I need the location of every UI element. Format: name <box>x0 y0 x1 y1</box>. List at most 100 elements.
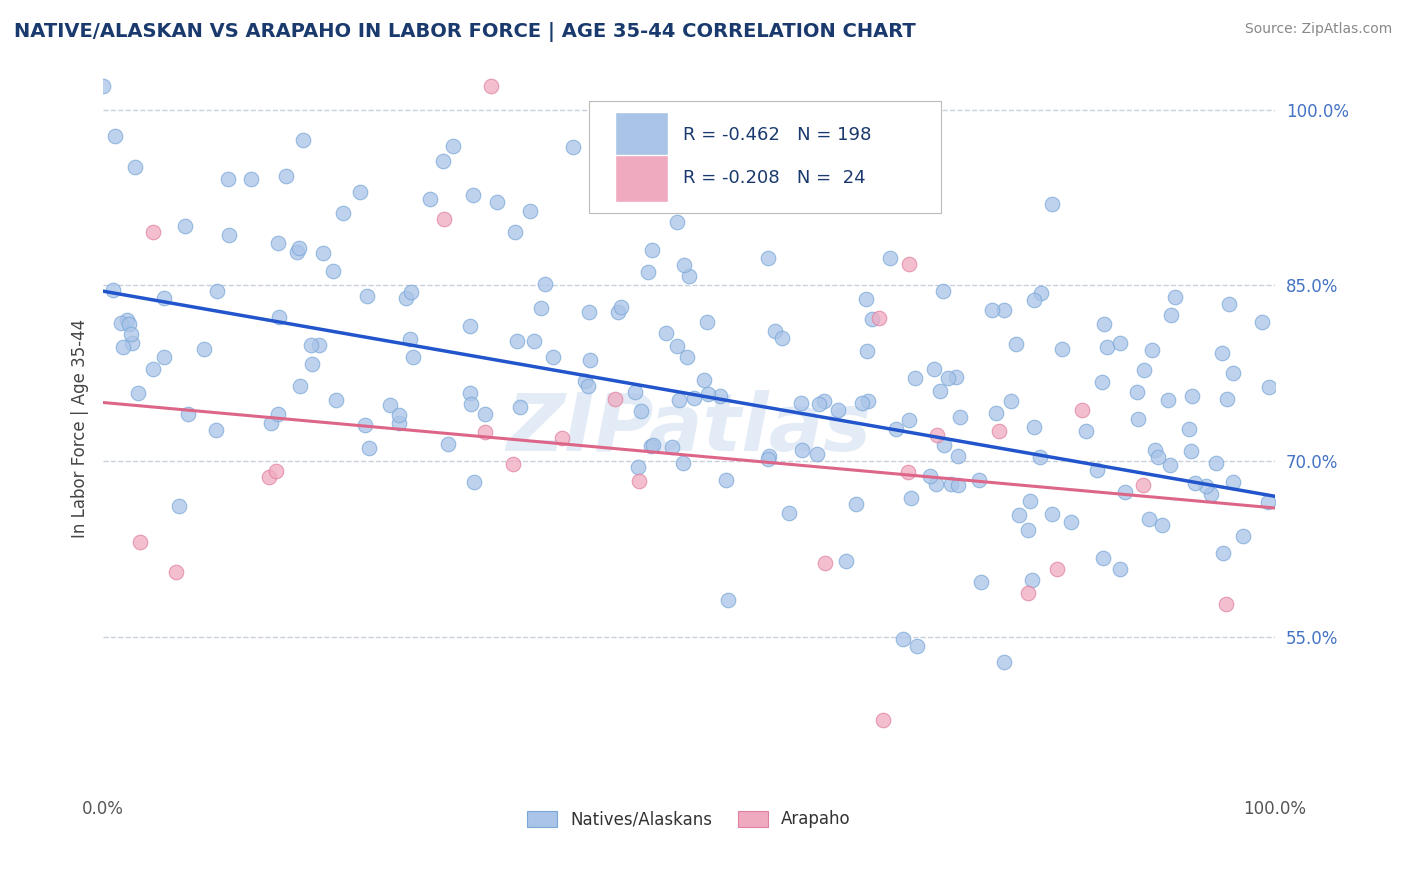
Legend: Natives/Alaskans, Arapaho: Natives/Alaskans, Arapaho <box>520 804 858 835</box>
Point <box>1157 392 1180 407</box>
Point <box>1017 523 1039 537</box>
Point <box>897 465 920 479</box>
Point <box>1005 337 1028 351</box>
Point <box>678 269 700 284</box>
Point <box>932 438 955 452</box>
Point <box>388 408 411 422</box>
Point <box>332 206 354 220</box>
Point <box>858 185 880 199</box>
Point <box>891 632 914 646</box>
Point <box>479 79 502 94</box>
Point <box>1139 512 1161 526</box>
Point <box>1109 562 1132 576</box>
Point <box>1258 380 1281 394</box>
Point <box>460 396 482 410</box>
Point <box>790 396 813 410</box>
Point <box>509 401 531 415</box>
Point <box>142 226 165 240</box>
Point <box>1029 450 1052 464</box>
Point <box>918 468 941 483</box>
Point <box>204 423 226 437</box>
Point <box>124 161 146 175</box>
Point <box>349 185 371 199</box>
Point <box>980 302 1002 317</box>
Point <box>153 350 176 364</box>
Point <box>110 316 132 330</box>
Point <box>419 193 441 207</box>
Point <box>321 264 343 278</box>
Point <box>858 393 880 408</box>
Point <box>682 391 704 405</box>
Point <box>709 388 731 402</box>
Point <box>399 332 422 346</box>
Point <box>1092 317 1115 331</box>
Point <box>1211 345 1233 359</box>
Point <box>578 353 600 368</box>
Point <box>458 385 481 400</box>
Point <box>173 219 195 234</box>
Point <box>925 428 948 442</box>
Point <box>111 340 134 354</box>
Point <box>696 315 718 329</box>
Point <box>325 392 347 407</box>
Point <box>267 235 290 250</box>
Point <box>655 326 678 340</box>
Point <box>1022 293 1045 308</box>
Point <box>946 478 969 492</box>
Point <box>1021 573 1043 587</box>
Point <box>561 139 583 153</box>
Point <box>534 277 557 292</box>
Point <box>676 350 699 364</box>
Text: ZIPatlas: ZIPatlas <box>506 390 872 468</box>
Point <box>551 432 574 446</box>
Point <box>1180 443 1202 458</box>
Point <box>402 350 425 364</box>
Point <box>790 442 813 457</box>
Point <box>441 138 464 153</box>
Point <box>1257 494 1279 508</box>
Point <box>266 407 288 421</box>
Point <box>714 474 737 488</box>
Point <box>868 311 890 326</box>
Point <box>1040 507 1063 521</box>
Point <box>603 392 626 406</box>
Point <box>1022 419 1045 434</box>
Point <box>354 417 377 432</box>
Point <box>945 369 967 384</box>
Point <box>640 439 662 453</box>
Point <box>1164 290 1187 304</box>
Point <box>285 244 308 259</box>
Point <box>1126 411 1149 425</box>
Bar <box>614 112 668 159</box>
Point <box>257 470 280 484</box>
Point <box>717 593 740 607</box>
Point <box>267 310 290 324</box>
Point <box>474 425 496 439</box>
Point <box>292 133 315 147</box>
Point <box>993 302 1015 317</box>
Point <box>884 422 907 436</box>
Point <box>461 188 484 202</box>
Point <box>693 373 716 387</box>
Point <box>1181 389 1204 403</box>
Point <box>1205 456 1227 470</box>
Point <box>1195 478 1218 492</box>
Point <box>142 361 165 376</box>
Point <box>1160 308 1182 322</box>
Point <box>806 447 828 461</box>
Point <box>939 477 962 491</box>
Point <box>1091 551 1114 566</box>
Point <box>458 318 481 333</box>
Point <box>661 440 683 454</box>
Point <box>1222 366 1244 380</box>
Point <box>1251 315 1274 329</box>
Point <box>756 252 779 266</box>
Point <box>936 371 959 385</box>
Point <box>1159 458 1181 472</box>
Point <box>395 291 418 305</box>
Point <box>928 384 950 399</box>
Point <box>946 449 969 463</box>
Point <box>308 337 330 351</box>
Point <box>860 311 883 326</box>
Point <box>506 334 529 349</box>
